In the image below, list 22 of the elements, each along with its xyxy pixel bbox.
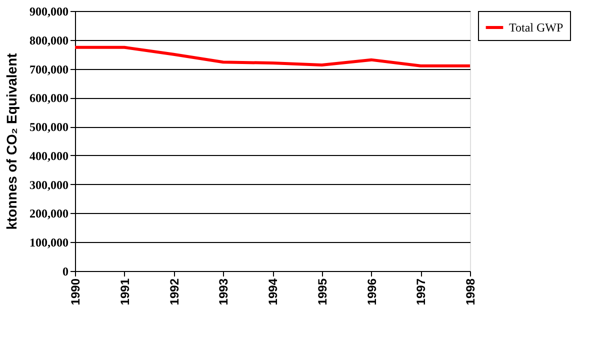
y-tick-label: 100,000 bbox=[30, 236, 68, 250]
y-tick-label: 600,000 bbox=[30, 91, 68, 106]
y-tick-label: 500,000 bbox=[30, 120, 68, 134]
legend-label: Total GWP bbox=[509, 20, 564, 34]
x-tick-label: 1990 bbox=[68, 278, 82, 306]
y-tick-label: 300,000 bbox=[30, 178, 68, 192]
x-tick-label: 1995 bbox=[315, 278, 330, 306]
line-series bbox=[74, 46, 472, 68]
x-tick-label: 1998 bbox=[464, 278, 478, 306]
y-axis-title: ktonnes of CO₂ Equivalent bbox=[4, 52, 20, 230]
y-tick-label: 400,000 bbox=[30, 148, 68, 163]
y-tick-label: 900,000 bbox=[30, 4, 68, 18]
x-tick-label: 1996 bbox=[364, 278, 379, 306]
y-tick-label: 800,000 bbox=[30, 33, 68, 48]
x-tick-label: 1997 bbox=[414, 278, 428, 306]
x-tick-label: 1992 bbox=[167, 278, 182, 306]
x-tick-label: 1993 bbox=[216, 278, 231, 306]
y-tick-label: 700,000 bbox=[30, 62, 68, 76]
y-tick-label: 200,000 bbox=[30, 206, 68, 221]
x-tick-label: 1994 bbox=[266, 278, 280, 306]
y-tick-label: 0 bbox=[62, 264, 68, 278]
x-tick-label: 1991 bbox=[118, 278, 132, 306]
